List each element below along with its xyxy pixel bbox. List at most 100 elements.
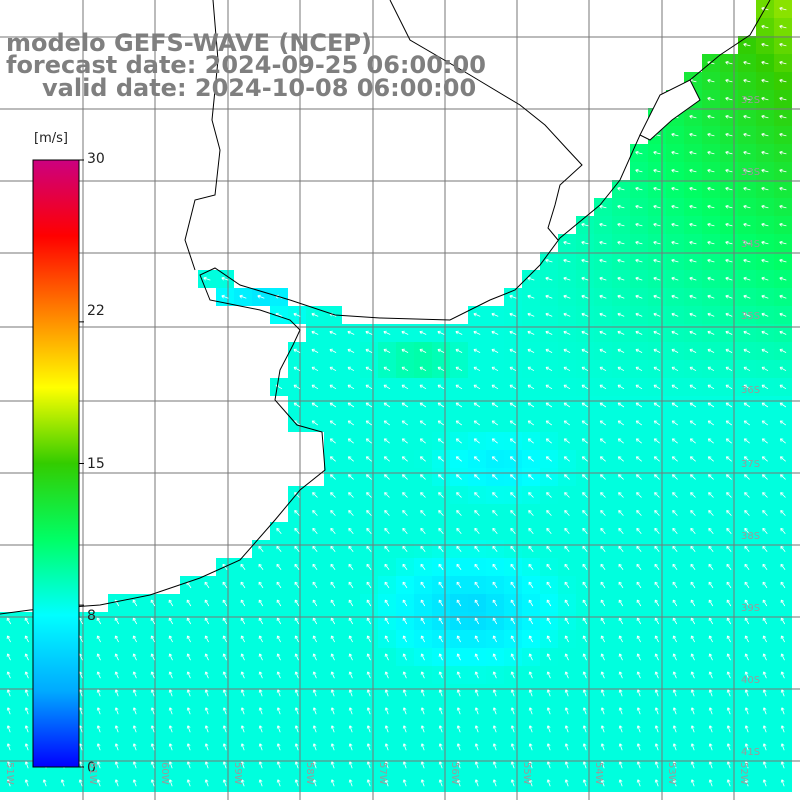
wind-arrow [780, 635, 785, 643]
wind-arrow [600, 563, 606, 571]
wind-arrow [347, 420, 355, 426]
wind-arrow [708, 779, 713, 787]
wind-arrow [707, 258, 715, 263]
wind-arrow [725, 204, 733, 209]
wind-arrow [672, 474, 678, 480]
wind-arrow [690, 492, 696, 498]
wind-arrow [689, 366, 697, 372]
wind-arrow [672, 545, 678, 552]
wind-arrow [725, 456, 732, 462]
lon-label-51w: 51W [4, 762, 15, 785]
wind-arrow [348, 635, 353, 643]
wind-arrow [744, 743, 749, 751]
wind-arrow [383, 402, 391, 408]
wind-arrow [420, 689, 425, 697]
wind-arrow [762, 563, 768, 571]
wind-arrow [564, 545, 570, 552]
wind-arrow [348, 617, 354, 625]
wind-arrow [581, 348, 589, 353]
wind-arrow [132, 689, 137, 697]
wind-arrow [726, 527, 732, 534]
wind-arrow [276, 581, 282, 589]
wind-arrow [510, 653, 515, 661]
wind-arrow [330, 779, 335, 787]
wind-arrow [150, 635, 155, 643]
wind-arrow [564, 617, 570, 625]
wind-arrow [654, 653, 659, 661]
wind-arrow [636, 725, 641, 733]
wind-arrow [96, 671, 101, 679]
wind-arrow [671, 366, 679, 372]
wind-arrow [744, 563, 750, 571]
wind-arrow [78, 779, 83, 787]
wind-arrow [276, 563, 282, 571]
wind-arrow [240, 743, 245, 751]
wind-arrow [617, 420, 625, 426]
wind-arrow [330, 761, 335, 769]
wind-arrow [689, 420, 697, 426]
wind-arrow [563, 384, 571, 390]
wind-arrow [222, 689, 227, 697]
wind-arrow [132, 725, 137, 733]
wind-arrow [455, 330, 463, 335]
wind-arrow [563, 348, 571, 353]
wind-arrow [599, 276, 607, 281]
wind-arrow [636, 492, 642, 498]
wind-arrow [347, 330, 355, 335]
wind-arrow [456, 743, 461, 751]
wind-arrow [653, 312, 661, 317]
wind-arrow [438, 581, 444, 589]
wind-arrow [492, 761, 497, 769]
wind-arrow [671, 294, 679, 299]
wind-arrow [420, 599, 426, 607]
wind-arrow [600, 635, 605, 643]
wind-arrow [402, 707, 407, 715]
wind-arrow [635, 330, 643, 335]
wind-arrow [708, 510, 714, 516]
wind-arrow [618, 617, 624, 625]
wind-arrow [276, 761, 281, 769]
wind-arrow [545, 348, 553, 353]
wind-arrow [294, 617, 300, 625]
wind-arrow [707, 276, 715, 281]
wind-arrow [743, 186, 751, 191]
valid-date: valid date: 2024-10-08 06:00:00 [42, 74, 477, 102]
wind-arrow [347, 456, 354, 462]
wind-arrow [690, 527, 696, 534]
wind-arrow [150, 779, 155, 787]
wind-arrow [545, 312, 553, 317]
wind-arrow [384, 492, 390, 498]
wind-arrow [438, 743, 443, 751]
wind-arrow [618, 563, 624, 571]
wind-arrow [761, 258, 769, 263]
wind-arrow [636, 743, 641, 751]
wind-arrow [527, 348, 535, 353]
wind-arrow [635, 204, 643, 209]
wind-arrow [635, 384, 643, 390]
wind-arrow [384, 474, 390, 480]
wind-arrow [726, 671, 731, 679]
wind-arrow [689, 258, 697, 263]
wind-arrow [186, 725, 191, 733]
wind-arrow [365, 402, 373, 408]
wind-arrow [312, 779, 317, 787]
wind-arrow [492, 653, 497, 661]
wind-arrow [635, 438, 642, 444]
wind-arrow [456, 761, 461, 769]
wind-arrow [761, 276, 769, 281]
wind-arrow [726, 707, 731, 715]
wind-arrow [455, 402, 463, 408]
wind-arrow [330, 492, 336, 498]
wind-arrow [779, 402, 787, 408]
wind-arrow [780, 671, 785, 679]
wind-arrow [330, 635, 335, 643]
wind-arrow [455, 456, 462, 462]
wind-arrow [509, 420, 517, 426]
wind-arrow [168, 671, 173, 679]
wind-arrow [438, 761, 443, 769]
wind-arrow [492, 563, 498, 571]
wind-arrow [671, 258, 679, 263]
wind-arrow [474, 779, 479, 787]
wind-arrow [618, 545, 624, 552]
